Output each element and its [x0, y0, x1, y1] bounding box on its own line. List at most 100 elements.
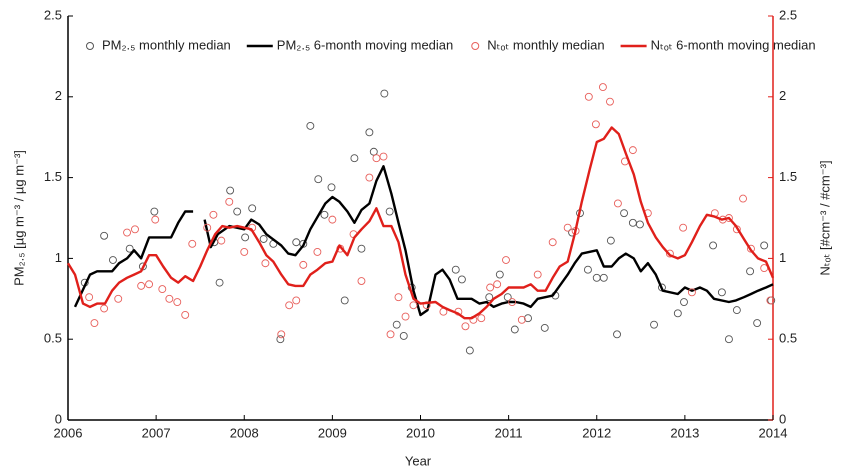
y2-tick-label: 0.5 [779, 331, 797, 346]
data-point [203, 223, 212, 232]
data-point [746, 267, 755, 276]
data-point [241, 233, 250, 242]
y-tick-label: 1 [55, 250, 62, 265]
data-point [732, 306, 741, 315]
data-point [760, 241, 769, 250]
data-point [365, 128, 374, 137]
data-point [277, 330, 286, 339]
data-point [628, 146, 637, 155]
data-point [739, 194, 747, 203]
data-point [724, 335, 733, 344]
data-point [679, 223, 688, 232]
data-point [90, 319, 99, 327]
data-point [151, 215, 160, 224]
data-point [125, 244, 134, 253]
data-point [613, 199, 622, 208]
data-point [628, 218, 637, 227]
data-point [233, 207, 242, 216]
data-point [409, 301, 418, 310]
data-point [457, 275, 466, 284]
data-point [399, 332, 408, 340]
data-point [372, 154, 381, 163]
data-point [313, 247, 322, 256]
y2-axis-title: Nₜₒₜ [#cm⁻³ / #cm⁻³] [817, 160, 832, 275]
data-point [357, 244, 366, 253]
data-point [599, 273, 608, 282]
data-point [165, 294, 174, 303]
y-tick-label: 1.5 [44, 169, 62, 184]
legend-marker [471, 42, 480, 50]
data-point [485, 293, 494, 302]
data-point [327, 183, 336, 192]
data-point [650, 320, 658, 329]
data-point [114, 294, 123, 303]
data-point [108, 256, 117, 264]
legend-marker [86, 42, 94, 50]
data-point [100, 304, 109, 313]
legend-label: Nₜₒₜ 6-month moving median [651, 37, 816, 52]
data-point [340, 296, 349, 305]
data-point [209, 210, 218, 219]
data-point [259, 235, 268, 243]
y2-tick-label: 0 [779, 411, 786, 426]
x-tick-label: 2014 [759, 425, 788, 440]
data-point [495, 270, 504, 279]
y2-tick-label: 1 [779, 250, 786, 265]
data-point [493, 280, 502, 289]
data-point [548, 238, 557, 247]
data-point [292, 238, 301, 247]
data-point [137, 281, 146, 290]
data-point [380, 89, 389, 98]
data-point [158, 285, 167, 294]
data-point [401, 312, 410, 321]
data-point [188, 239, 197, 248]
data-point [314, 175, 323, 184]
y-tick-label: 0 [55, 411, 62, 426]
data-point [100, 231, 109, 240]
data-point [173, 298, 182, 306]
data-point [226, 186, 235, 195]
data-point [533, 270, 542, 279]
data-point [320, 210, 329, 219]
x-tick-label: 2008 [230, 425, 259, 440]
y-tick-label: 0.5 [44, 331, 62, 346]
y2-tick-label: 2.5 [779, 7, 797, 22]
legend-label: PM₂.₅ 6-month moving median [277, 37, 453, 52]
x-tick-label: 2007 [142, 425, 171, 440]
data-point [328, 215, 337, 224]
data-point [225, 197, 234, 206]
data-point [687, 288, 696, 297]
data-point [508, 298, 517, 306]
data-point [503, 293, 512, 302]
data-point [673, 309, 682, 318]
data-point [510, 325, 519, 334]
data-point [285, 301, 294, 310]
data-point [357, 277, 366, 285]
data-point [592, 273, 601, 282]
data-point [613, 330, 621, 339]
data-point [181, 311, 190, 319]
data-point [248, 204, 257, 213]
data-point [394, 293, 403, 302]
data-point [392, 320, 401, 329]
legend-label: Nₜₒₜ monthly median [487, 37, 604, 52]
data-point [709, 241, 718, 250]
data-point [145, 280, 154, 289]
data-point [486, 283, 495, 292]
y2-tick-label: 2 [779, 88, 786, 103]
x-tick-label: 2012 [582, 425, 611, 440]
data-point [680, 298, 688, 306]
data-point [465, 346, 474, 355]
data-point [385, 207, 394, 216]
data-point [276, 335, 285, 344]
data-point [215, 278, 224, 287]
data-point [292, 296, 301, 305]
data-point [524, 314, 532, 323]
legend-label: PM₂.₅ monthly median [102, 37, 231, 52]
data-point [583, 265, 592, 274]
data-point [240, 247, 249, 256]
x-axis-title: Year [405, 453, 432, 468]
data-point [620, 209, 629, 218]
data-point [306, 121, 315, 130]
line [73, 165, 774, 317]
